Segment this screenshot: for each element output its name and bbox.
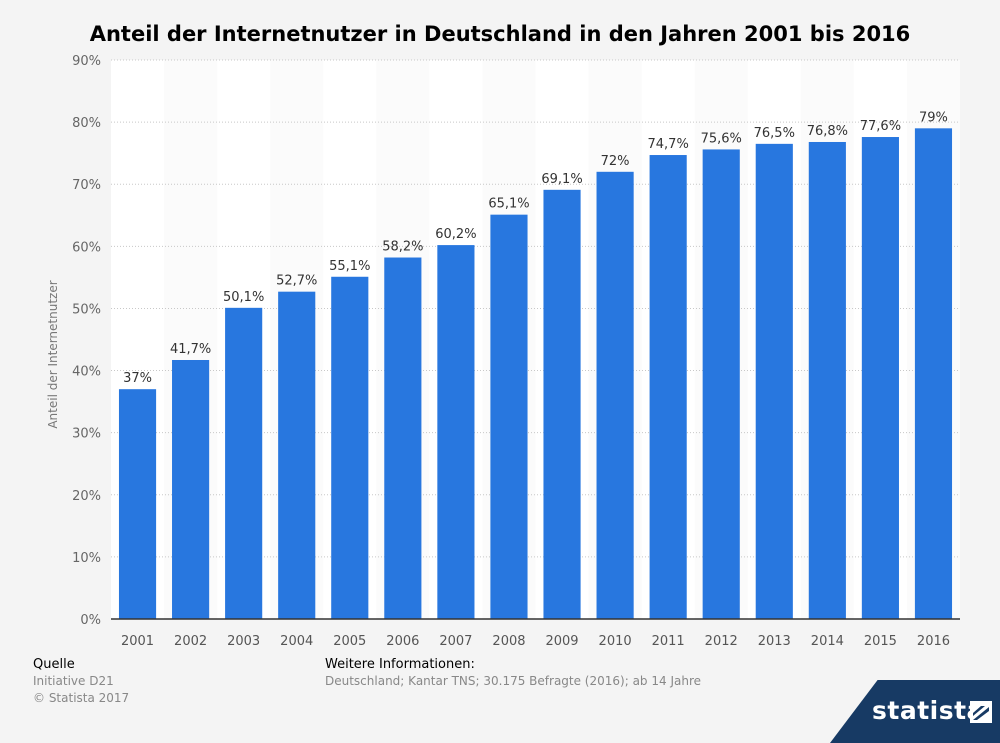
statista-logo[interactable]: statista: [830, 680, 1000, 743]
data-label: 76,8%: [807, 124, 848, 139]
bar: [118, 389, 157, 619]
statista-flag-icon: [970, 701, 992, 723]
data-label: 37%: [123, 371, 152, 386]
x-tick-label: 2016: [917, 634, 950, 649]
y-tick-label: 10%: [72, 551, 101, 566]
data-label: 50,1%: [223, 290, 264, 305]
bar: [702, 149, 740, 619]
brand-name: statista: [872, 696, 984, 725]
more-info-text: Deutschland; Kantar TNS; 30.175 Befragte…: [325, 674, 701, 688]
x-tick-label: 2001: [121, 634, 154, 649]
x-tick-label: 2009: [545, 634, 578, 649]
bar: [755, 143, 793, 619]
x-tick-label: 2013: [758, 634, 791, 649]
data-label: 69,1%: [541, 172, 582, 187]
data-label: 72%: [601, 154, 630, 169]
data-label: 55,1%: [329, 259, 370, 274]
more-info-block: Weitere Informationen: Deutschland; Kant…: [325, 656, 701, 690]
x-tick-label: 2015: [864, 634, 897, 649]
y-tick-label: 20%: [72, 489, 101, 504]
bar: [437, 245, 475, 619]
bar: [808, 141, 846, 619]
y-axis-title: Anteil der Internetnutzer: [46, 280, 60, 428]
bar: [331, 276, 369, 619]
y-tick-label: 0%: [80, 613, 101, 628]
data-label: 79%: [919, 110, 948, 125]
bar: [490, 214, 528, 619]
x-tick-label: 2005: [333, 634, 366, 649]
x-tick-label: 2006: [386, 634, 419, 649]
data-label: 52,7%: [276, 274, 317, 289]
x-tick-label: 2008: [492, 634, 525, 649]
bar: [543, 189, 581, 619]
data-label: 58,2%: [382, 240, 423, 255]
y-tick-label: 30%: [72, 427, 101, 442]
y-tick-label: 90%: [72, 54, 101, 69]
data-label: 65,1%: [488, 197, 529, 212]
bar: [596, 171, 634, 620]
data-label: 41,7%: [170, 342, 211, 357]
source-line-2: © Statista 2017: [33, 691, 130, 705]
bar: [172, 359, 210, 619]
chart-title: Anteil der Internetnutzer in Deutschland…: [89, 22, 911, 46]
x-tick-label: 2014: [811, 634, 844, 649]
y-tick-label: 40%: [72, 365, 101, 380]
source-line-1: Initiative D21: [33, 674, 114, 688]
data-label: 77,6%: [860, 119, 901, 134]
bar: [225, 307, 263, 619]
y-tick-label: 70%: [72, 178, 101, 193]
x-tick-label: 2007: [439, 634, 472, 649]
x-tick-label: 2010: [599, 634, 632, 649]
x-tick-label: 2011: [652, 634, 685, 649]
source-block: Quelle Initiative D21 © Statista 2017: [33, 656, 129, 707]
bar: [384, 257, 422, 619]
data-label: 60,2%: [435, 227, 476, 242]
data-label: 75,6%: [701, 131, 742, 146]
bar: [914, 128, 953, 620]
x-tick-label: 2003: [227, 634, 260, 649]
x-tick-label: 2002: [174, 634, 207, 649]
data-label: 76,5%: [754, 126, 795, 141]
y-tick-label: 80%: [72, 116, 101, 131]
y-tick-label: 60%: [72, 240, 101, 255]
bar: [649, 155, 687, 619]
bar: [861, 137, 899, 620]
x-tick-label: 2004: [280, 634, 313, 649]
x-tick-label: 2012: [705, 634, 738, 649]
more-info-link[interactable]: Weitere Informationen:: [325, 657, 475, 672]
bar: [278, 291, 316, 619]
data-label: 74,7%: [648, 137, 689, 152]
y-tick-label: 50%: [72, 302, 101, 317]
bar-chart: 0% 10% 20% 30% 40% 50% 60% 70% 80% 90% 37% 2001 41,7…: [46, 54, 960, 649]
source-heading: Quelle: [33, 657, 75, 672]
